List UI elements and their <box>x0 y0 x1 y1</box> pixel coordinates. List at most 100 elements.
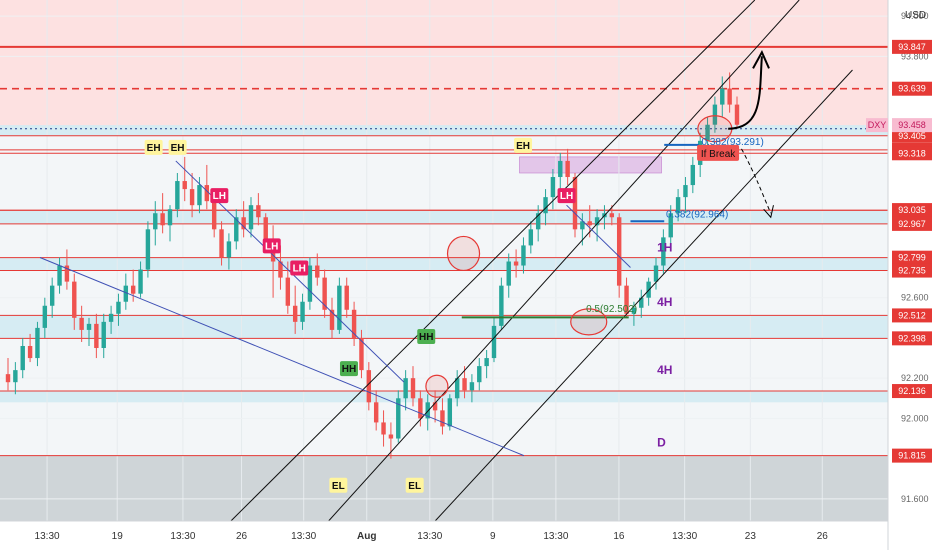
y-tick-label: 93.800 <box>901 51 929 61</box>
candle-body <box>130 285 136 294</box>
candle-body <box>182 181 187 190</box>
y-tick-label: 92.200 <box>901 373 929 383</box>
swing-label-box <box>417 328 436 344</box>
price-tag <box>892 146 932 161</box>
x-tick-label: Aug <box>357 531 376 542</box>
candle-body <box>432 402 438 411</box>
x-tick-label: 13:30 <box>35 531 60 542</box>
candle-body <box>145 229 151 270</box>
candle-body <box>653 265 659 282</box>
highlight-circle <box>425 374 449 398</box>
swing-label-box <box>405 477 424 493</box>
timeframe-label: 1H <box>657 240 672 254</box>
trendline <box>39 257 525 457</box>
swing-label: HH <box>419 332 433 343</box>
swing-label: LH <box>560 191 573 202</box>
timeframe-label: 4H <box>657 295 672 309</box>
price-tag-label: 92.967 <box>898 219 926 229</box>
candle-body <box>256 205 261 218</box>
candle-body <box>403 378 408 399</box>
price-tag <box>892 203 932 218</box>
swing-label-box <box>329 477 348 493</box>
candle-body <box>101 321 106 349</box>
candle-body <box>167 209 173 226</box>
swing-label-box <box>168 139 187 155</box>
level-band <box>0 391 888 403</box>
candle-body <box>226 241 232 258</box>
swing-label: EH <box>516 141 530 152</box>
candle-body <box>359 337 364 371</box>
dashed-arrow <box>741 148 772 214</box>
price-tag <box>892 250 932 265</box>
price-tag <box>892 308 932 323</box>
candle-body <box>410 378 416 399</box>
candle-body <box>5 374 11 383</box>
candle-body <box>204 185 210 202</box>
timeframe-label: 4H <box>657 363 672 377</box>
swing-label: HH <box>342 364 356 375</box>
swing-label: EH <box>171 143 185 154</box>
price-tag <box>892 448 932 463</box>
candle-body <box>57 265 62 286</box>
price-tag-label: 93.847 <box>898 42 926 52</box>
price-tag-label: 93.318 <box>898 148 926 158</box>
fib-label: 0.382(92.964) <box>666 209 728 220</box>
candle-body <box>661 237 666 266</box>
swing-label-box <box>290 260 309 276</box>
candle-body <box>344 285 349 310</box>
candle-body <box>300 301 305 322</box>
trendline <box>566 204 631 268</box>
candle-body <box>469 382 475 391</box>
fib-label: 0.5(92.502) <box>586 304 637 315</box>
candle-body <box>211 201 217 230</box>
arrow-head <box>752 50 770 69</box>
x-tick-label: 26 <box>236 531 248 542</box>
candle-body <box>175 181 180 210</box>
timeframe-label: D <box>657 436 666 450</box>
candle-body <box>315 265 320 278</box>
candle-body <box>558 160 563 178</box>
symbol-tag-label: DXY <box>868 120 887 130</box>
price-tag-label: 92.136 <box>898 386 926 396</box>
highlight-circle <box>446 235 481 272</box>
candle-body <box>440 410 445 427</box>
candle-body <box>263 217 268 242</box>
candle-body <box>690 164 696 186</box>
candle-body <box>42 305 48 328</box>
y-tick-label: 91.600 <box>901 494 929 504</box>
projection-arrow <box>728 56 763 130</box>
swing-label: LH <box>213 191 226 202</box>
highlight-circle <box>570 308 608 336</box>
x-tick-label: 13:30 <box>543 531 568 542</box>
candle-body <box>631 307 637 314</box>
candle-body <box>307 265 313 302</box>
candle-body <box>587 221 592 226</box>
price-tag <box>892 216 932 231</box>
price-tag-label: 92.398 <box>898 333 926 343</box>
candle-body <box>513 261 519 266</box>
candle-body <box>565 160 570 178</box>
candle-body <box>624 285 629 314</box>
candle-body <box>381 422 386 435</box>
candle-body <box>189 189 195 206</box>
candle-body <box>337 285 342 330</box>
candle-body <box>388 434 394 439</box>
candle-body <box>499 285 504 326</box>
candle-body <box>351 309 357 338</box>
current-price-label: 93.458 <box>898 120 926 130</box>
x-tick-label: 23 <box>745 531 757 542</box>
candle-body <box>506 261 511 286</box>
candle-body <box>418 398 423 419</box>
candle-body <box>572 177 578 230</box>
x-tick-label: 26 <box>817 531 829 542</box>
price-tag-label: 92.512 <box>898 310 926 320</box>
candle-body <box>366 370 372 403</box>
candle-body <box>594 217 600 226</box>
candle-body <box>79 317 84 330</box>
y-tick-label: 92.000 <box>901 413 929 423</box>
price-tag-label: 93.405 <box>898 131 926 141</box>
premium-zone <box>0 0 888 129</box>
candle-body <box>123 285 129 302</box>
